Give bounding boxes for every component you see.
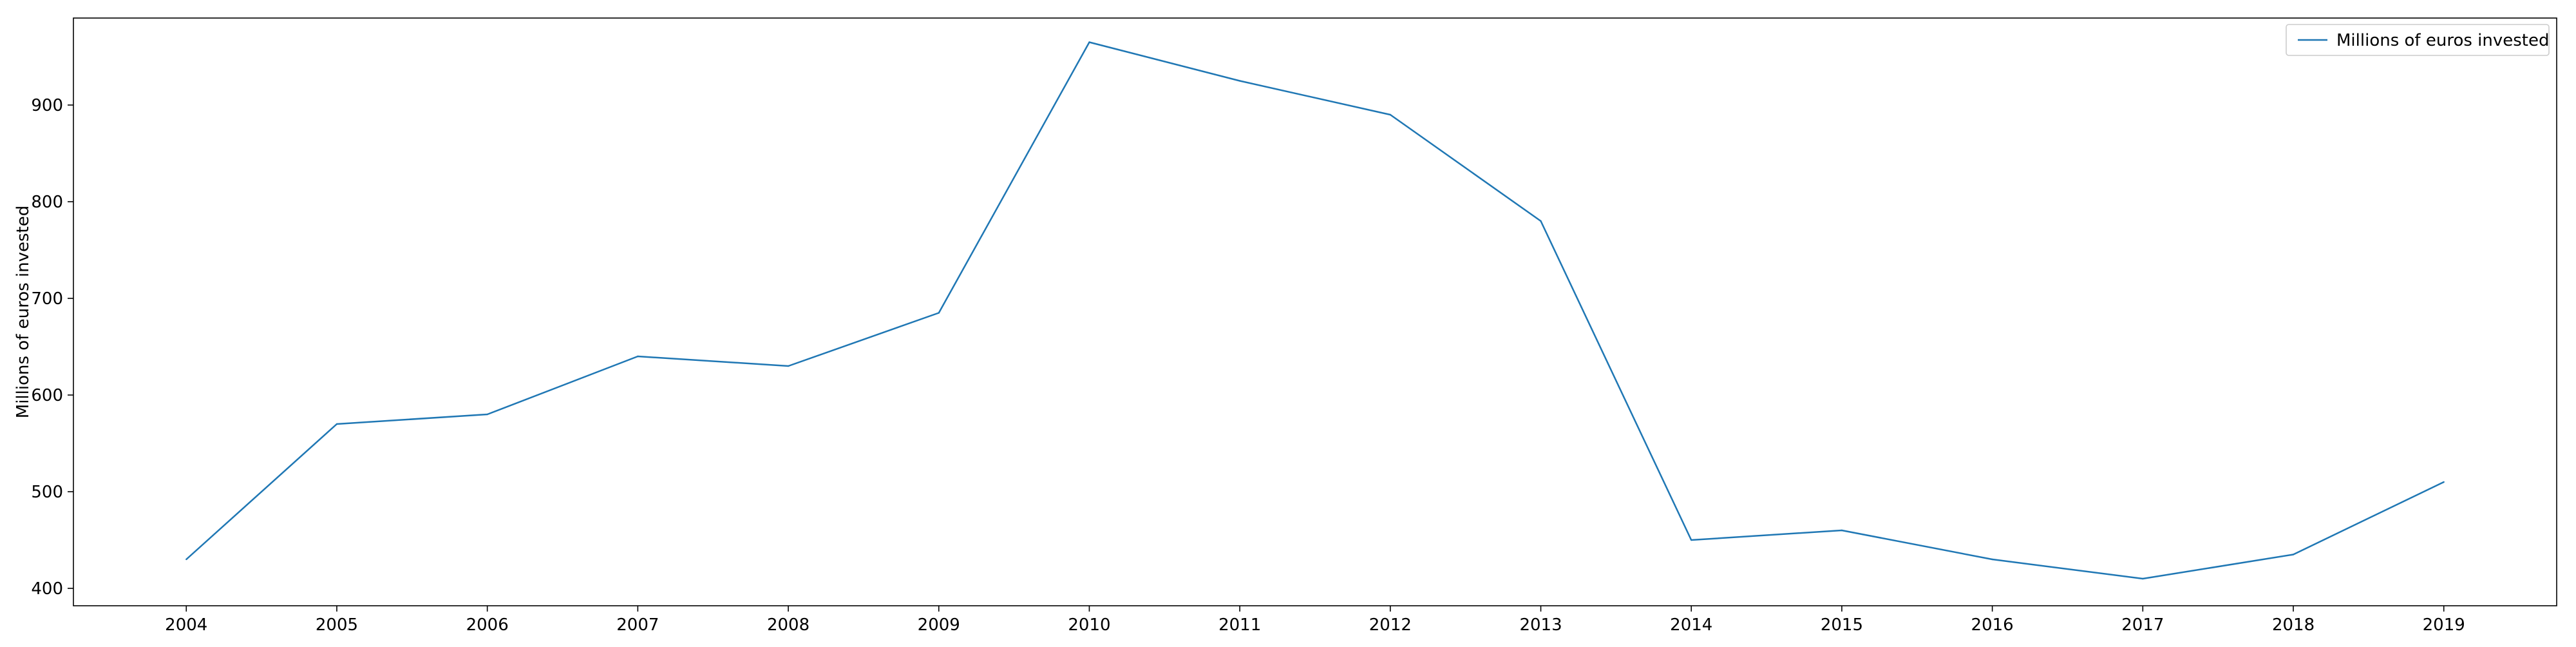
data-point [637, 355, 639, 358]
data-point [185, 558, 187, 561]
x-tick-label: 2010 [1068, 615, 1110, 635]
data-point [336, 423, 338, 425]
x-axis: 2004 2005 2006 2007 2008 2009 2010 2011 2012 2013… [165, 606, 2465, 635]
y-tick-label: 400 [31, 579, 63, 599]
y-tick-label: 500 [31, 483, 63, 502]
data-point [1239, 80, 1241, 82]
x-tick-label: 2009 [918, 615, 960, 635]
x-tick-label: 2015 [1821, 615, 1863, 635]
x-tick-label: 2004 [165, 615, 207, 635]
legend: Millions of euros invested [2286, 24, 2550, 56]
y-axis-label: Millions of euros invested [14, 206, 33, 418]
x-tick-label: 2016 [1971, 615, 2014, 635]
x-tick-label: 2013 [1519, 615, 1562, 635]
data-point [1540, 220, 1542, 222]
legend-entry-label: Millions of euros invested [2336, 31, 2549, 50]
x-tick-label: 2017 [2121, 615, 2164, 635]
data-point [2443, 481, 2445, 483]
data-point [486, 413, 488, 416]
data-point [2142, 577, 2144, 580]
x-tick-label: 2019 [2423, 615, 2465, 635]
data-point [787, 365, 790, 367]
data-point [1690, 539, 1692, 541]
data-point [1991, 558, 1993, 561]
x-tick-label: 2008 [767, 615, 810, 635]
y-axis: 400 500 600 700 800 900 [31, 96, 73, 599]
y-tick-label: 800 [31, 193, 63, 212]
plot-frame [73, 17, 2557, 606]
data-point [1088, 41, 1090, 43]
data-point [2292, 554, 2295, 555]
y-tick-label: 600 [31, 386, 63, 405]
x-tick-label: 2012 [1369, 615, 1412, 635]
series-layer [185, 41, 2445, 580]
plot-area [73, 18, 2557, 606]
x-tick-label: 2006 [466, 615, 509, 635]
x-tick-label: 2005 [316, 615, 358, 635]
y-tick-label: 900 [31, 96, 63, 115]
series-line [185, 41, 2445, 580]
y-tick-label: 700 [31, 289, 63, 309]
legend-box [2286, 24, 2550, 56]
x-tick-label: 2011 [1218, 615, 1261, 635]
x-tick-label: 2007 [616, 615, 659, 635]
data-point [1841, 529, 1843, 532]
x-tick-label: 2018 [2272, 615, 2315, 635]
data-point [1389, 113, 1391, 116]
data-point [938, 312, 940, 314]
x-tick-label: 2014 [1670, 615, 1712, 635]
